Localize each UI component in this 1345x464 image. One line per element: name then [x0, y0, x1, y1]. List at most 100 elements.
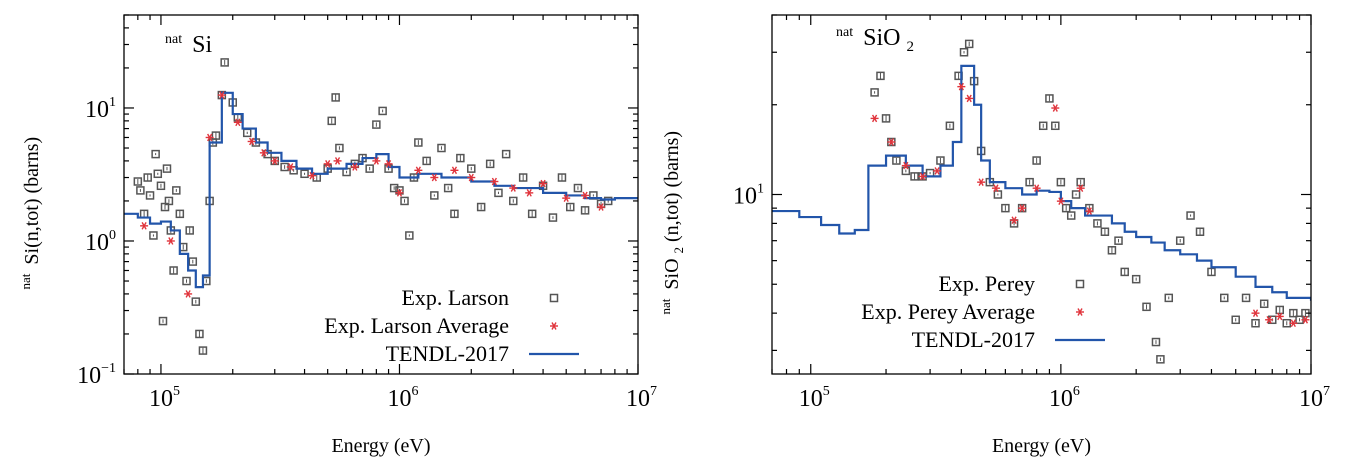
average-point: [286, 163, 295, 171]
experiment-point: [195, 329, 204, 339]
experiment-point: [143, 173, 152, 182]
experiment-point: [145, 191, 155, 200]
experiment-point: [1175, 236, 1185, 245]
experiment-point: [1051, 121, 1060, 131]
experiment-point: [169, 266, 178, 275]
average-point: [957, 82, 966, 91]
average-point: [965, 94, 974, 103]
y-label-sub: 2: [671, 247, 686, 254]
experiment-point: [1120, 267, 1129, 277]
experiment-point: [870, 88, 879, 97]
experiment-point: [378, 106, 387, 116]
average-point: [1010, 216, 1019, 225]
y-tick-label: 101: [733, 182, 764, 210]
experiment-point: [443, 183, 453, 193]
experiment-point: [1151, 337, 1161, 347]
average-point: [1085, 207, 1094, 215]
experiment-point: [300, 169, 309, 179]
average-point: [918, 172, 927, 181]
experiment-point: [1186, 211, 1195, 220]
average-point: [870, 114, 879, 123]
y-label-sup: nat: [18, 273, 33, 289]
legend-label: TENDL-2017: [912, 327, 1035, 352]
y-tick-label: 100: [85, 228, 116, 256]
average-point: [308, 171, 317, 180]
average-point: [233, 118, 242, 127]
y-tick-label: 101: [85, 95, 116, 123]
experiment-point: [158, 316, 168, 326]
legend-marker-square: [1075, 279, 1085, 289]
legend-label: Exp. Perey Average: [861, 299, 1035, 324]
experiment-point: [164, 196, 174, 206]
experiment-point: [936, 156, 945, 165]
average-point: [581, 191, 590, 200]
experiment-point: [892, 156, 901, 165]
legend-label: Exp. Larson: [401, 285, 509, 310]
experiment-point: [1195, 227, 1205, 236]
average-point: [372, 157, 381, 165]
experiment-point: [1071, 190, 1081, 199]
experiment-point: [566, 202, 575, 212]
experiment-point: [580, 206, 590, 215]
experiment-point: [1061, 203, 1071, 213]
axis-ticks: 105 106 107 101: [733, 14, 1330, 412]
y-tick-label: 10−1: [77, 361, 116, 389]
experiment-point: [1251, 318, 1260, 328]
average-point: [1289, 319, 1298, 328]
legend-label: TENDL-2017: [386, 341, 509, 366]
experiment-point: [151, 149, 160, 159]
experiment-point: [485, 159, 495, 169]
average-point: [467, 173, 476, 182]
annotation-text: SiO: [863, 25, 900, 51]
experiment-point: [198, 346, 208, 355]
experiment-point: [188, 257, 198, 266]
plot-frame: [771, 14, 1312, 375]
experiment-point: [1231, 315, 1240, 325]
average-point: [1301, 315, 1310, 324]
average-point: [430, 173, 439, 182]
experiment-point: [220, 58, 229, 67]
x-tick-label: 107: [626, 384, 657, 412]
experiment-point: [450, 209, 459, 219]
average-point: [217, 91, 226, 99]
experiment-point: [1275, 305, 1284, 315]
experiment-point: [494, 188, 503, 198]
average-point: [977, 178, 986, 186]
x-tick-label: 105: [149, 384, 180, 412]
annotation-sup: nat: [165, 32, 182, 47]
experiment-point: [1100, 227, 1110, 236]
average-point: [901, 161, 910, 170]
panel-annotation: nat Si: [165, 23, 212, 58]
average-point: [1265, 315, 1274, 324]
legend: Exp. Larson Exp. Larson Average TENDL-2017: [324, 285, 579, 366]
experiment-point: [1114, 236, 1123, 245]
y-label-text: Si(n,tot) (barns): [21, 137, 43, 265]
plot-area: [124, 58, 638, 355]
average-point: [597, 203, 606, 211]
legend: Exp. Perey Exp. Perey Average TENDL-2017: [861, 271, 1105, 352]
y-label-pre: SiO: [661, 258, 683, 289]
experiment-point: [518, 173, 528, 182]
average-point: [247, 137, 256, 146]
annotation-sup: nat: [836, 25, 853, 40]
average-point: [450, 166, 459, 175]
average-point: [525, 189, 534, 197]
experiment-point: [501, 149, 511, 159]
experiment-point: [456, 153, 465, 163]
x-axis-label: Energy (eV): [331, 435, 430, 457]
plot-area: [772, 39, 1311, 364]
experiment-point: [430, 191, 439, 200]
axis-ticks: 105 106 107 10−1 100 101: [77, 14, 657, 412]
x-tick-label: 105: [799, 384, 830, 412]
experiment-point: [405, 231, 414, 240]
experiment-point: [527, 209, 537, 219]
experiment-point: [1142, 302, 1151, 312]
experiment-point: [1241, 293, 1251, 303]
average-point: [259, 149, 268, 157]
average-point: [562, 194, 571, 202]
experiment-point: [153, 169, 163, 179]
x-tick-label: 106: [387, 384, 418, 412]
experiment-point: [557, 173, 567, 182]
average-point: [1076, 184, 1085, 192]
experiment-point: [422, 156, 431, 166]
